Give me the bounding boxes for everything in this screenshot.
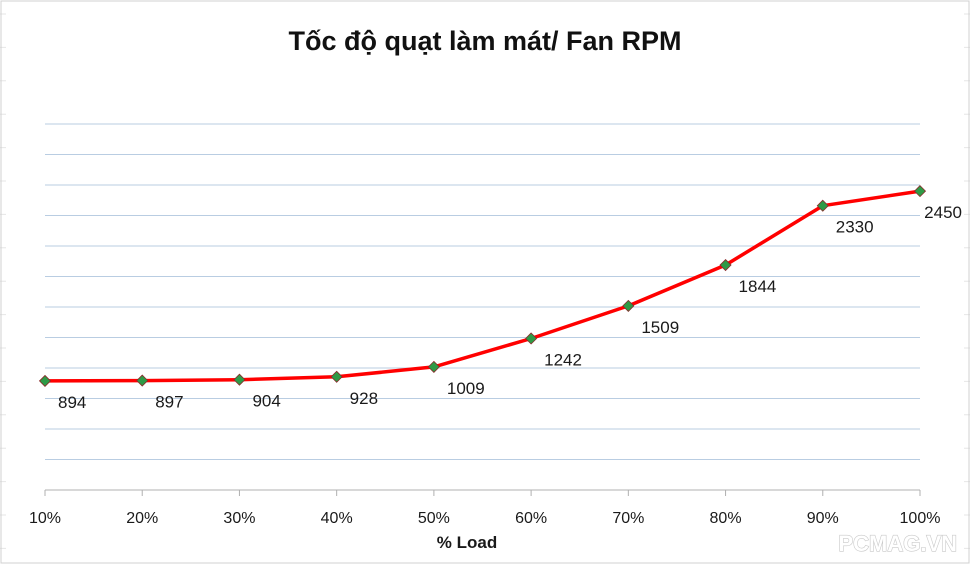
data-labels: 894 897 904 928 1009 1242 1509 1844 2330 2450 [58, 203, 962, 412]
x-tick-label: 20% [126, 510, 158, 527]
data-label: 1844 [739, 277, 777, 296]
x-tick-label: 70% [612, 510, 644, 527]
x-tick-label: 60% [515, 510, 547, 527]
x-tick-label: 50% [418, 510, 450, 527]
data-label: 2450 [924, 203, 962, 222]
data-point-marker [622, 299, 635, 312]
series-fan-rpm [43, 189, 922, 383]
data-label: 1009 [447, 379, 485, 398]
data-label: 897 [155, 393, 183, 412]
x-tick-label: 90% [807, 510, 839, 527]
data-label: 894 [58, 393, 86, 412]
data-label: 904 [252, 392, 280, 411]
data-label: 1509 [641, 318, 679, 337]
series-line [43, 189, 922, 383]
data-markers [38, 185, 927, 387]
data-label: 1242 [544, 350, 582, 369]
data-point-marker [816, 199, 829, 212]
data-label: 2330 [836, 218, 874, 237]
chart-background [6, 6, 964, 558]
data-point-marker [427, 360, 440, 373]
gridlines [45, 123, 920, 460]
x-axis-title: % Load [437, 533, 497, 552]
data-point-marker [136, 374, 149, 387]
x-tick-label: 40% [321, 510, 353, 527]
data-point-marker [330, 370, 343, 383]
data-point-marker [233, 373, 246, 386]
x-tick-label: 80% [710, 510, 742, 527]
data-point-marker [719, 258, 732, 272]
chart-title: Tốc độ quạt làm mát/ Fan RPM [288, 26, 681, 56]
data-point-marker [913, 185, 927, 198]
x-tick-label: 30% [223, 510, 255, 527]
x-axis: 10% 20% 30% 40% 50% 60% 70% 80% 90% 100% [29, 489, 941, 527]
x-tick-label: 10% [29, 510, 61, 527]
data-point-marker [525, 332, 538, 345]
watermark-logo: PCMAG.VN [838, 531, 957, 556]
data-point-marker [38, 374, 52, 387]
x-tick-label: 100% [900, 510, 941, 527]
data-label: 928 [350, 389, 378, 408]
